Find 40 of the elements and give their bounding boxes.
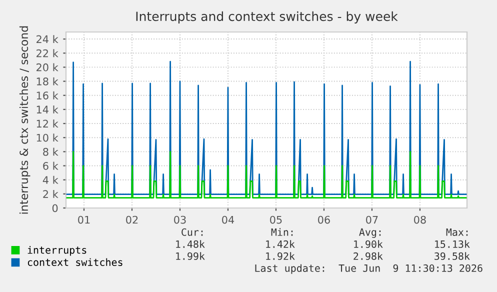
y-tick-label: 2 k <box>43 190 58 198</box>
text: 1.99k <box>176 252 205 260</box>
x-tick-label: 02 <box>126 216 138 224</box>
x-tick-label: 03 <box>174 216 186 224</box>
text: Avg: <box>359 228 381 238</box>
y-tick-label: 0 <box>52 204 58 212</box>
text: Min: <box>271 228 293 236</box>
text: 1.42k <box>266 240 295 248</box>
text: 1.92k <box>266 252 295 260</box>
text: Last update: Tue Jun 9 11:30:13 2026 <box>255 264 482 274</box>
y-tick-label: 4 k <box>42 176 58 184</box>
text: 1.48k <box>176 240 205 248</box>
chart-title: Interrupts and context switches - by week <box>136 11 398 24</box>
x-tick-label: 06 <box>318 216 330 224</box>
y-tick-label: 18 k <box>36 77 58 86</box>
x-tick-label: 04 <box>222 216 234 224</box>
y-axis-title: interrupts & ctx switches / second <box>19 26 30 214</box>
y-tick-label: 24 k <box>36 35 58 43</box>
text: 15.13k <box>435 240 470 248</box>
text: Max: <box>446 228 468 236</box>
y-tick-label: 14 k <box>36 105 58 114</box>
text: 39.58k <box>434 252 470 260</box>
y-tick-label: 16 k <box>36 91 58 100</box>
text: 1.90k <box>354 240 383 248</box>
legend-label: interrupts <box>28 246 86 256</box>
x-tick-label: 07 <box>366 216 378 224</box>
y-tick-label: 12 k <box>36 120 58 128</box>
y-tick-label: 10 k <box>36 134 58 142</box>
x-tick-label: 01 <box>78 216 90 224</box>
x-tick-label: 08 <box>414 216 426 224</box>
line-series <box>66 60 467 195</box>
text: 2.98k <box>354 252 383 260</box>
x-tick-label: 05 <box>270 216 282 224</box>
line-series <box>66 150 467 198</box>
y-tick-label: 6 k <box>43 162 58 170</box>
text: Cur: <box>182 228 203 236</box>
y-tick-label: 22 k <box>36 49 58 58</box>
y-tick-label: 8 k <box>43 148 58 156</box>
y-tick-label: 20 k <box>36 63 58 72</box>
legend-label: context switches <box>28 258 122 266</box>
